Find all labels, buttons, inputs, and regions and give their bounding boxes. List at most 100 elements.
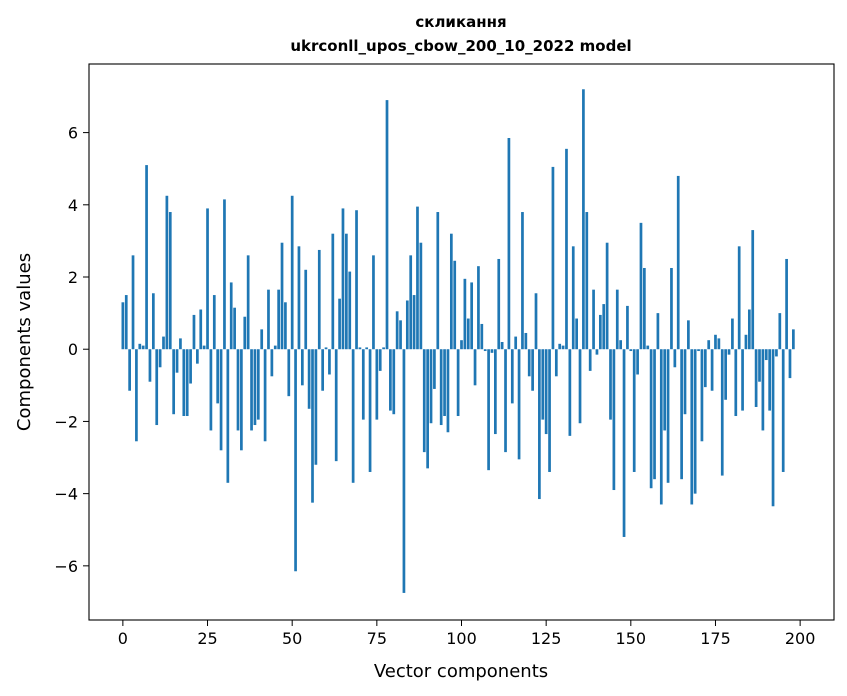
bar-193 [775, 349, 778, 357]
bar-38 [250, 349, 253, 431]
bar-103 [470, 282, 474, 350]
bar-2 [128, 349, 131, 391]
bar-183 [741, 349, 744, 411]
bar-72 [365, 347, 369, 350]
bar-163 [673, 349, 677, 368]
bar-174 [710, 349, 714, 391]
bar-1 [124, 295, 128, 350]
bar-134 [575, 318, 578, 350]
bar-81 [395, 311, 399, 350]
bar-108 [487, 349, 490, 471]
bar-33 [233, 307, 236, 350]
bar-194 [778, 313, 782, 350]
bar-109 [490, 349, 494, 353]
bar-26 [209, 349, 213, 431]
bar-13 [165, 195, 169, 350]
bar-96 [446, 349, 450, 433]
x-tick-label: 75 [367, 629, 387, 648]
x-tick-label: 200 [785, 629, 816, 648]
bar-164 [676, 175, 680, 350]
bar-113 [504, 349, 507, 453]
bar-69 [355, 210, 358, 350]
bar-90 [426, 349, 429, 469]
bar-125 [544, 349, 548, 435]
bar-44 [270, 349, 274, 377]
bar-127 [551, 166, 555, 350]
bar-142 [602, 304, 606, 350]
bar-77 [382, 347, 385, 350]
bar-17 [179, 338, 182, 350]
bar-58 [317, 249, 321, 350]
bar-63 [334, 349, 338, 462]
y-axis-label: Components values [14, 253, 35, 431]
bar-9 [151, 293, 155, 350]
bar-122 [534, 293, 538, 350]
bar-0 [121, 302, 125, 350]
bar-64 [338, 298, 341, 350]
bar-143 [605, 242, 609, 350]
bar-161 [666, 349, 670, 483]
bar-151 [632, 349, 636, 472]
bar-78 [385, 100, 389, 350]
bar-57 [314, 349, 318, 465]
bar-162 [670, 267, 673, 350]
chart-title: скликання [415, 13, 506, 31]
bar-149 [626, 305, 629, 350]
bar-5 [138, 343, 142, 350]
bar-130 [561, 345, 565, 350]
bar-10 [155, 349, 159, 426]
bar-98 [453, 260, 457, 350]
bar-144 [609, 349, 612, 420]
bar-165 [680, 349, 683, 480]
bar-15 [172, 349, 176, 415]
bar-93 [436, 212, 440, 350]
bar-99 [456, 349, 460, 417]
bar-184 [744, 334, 748, 350]
bar-172 [703, 349, 707, 388]
bar-102 [466, 318, 470, 350]
bar-177 [720, 349, 724, 476]
bar-8 [148, 349, 152, 382]
bar-146 [615, 289, 619, 350]
bars-group [121, 89, 795, 593]
bar-190 [764, 349, 768, 361]
bar-173 [707, 340, 711, 350]
bar-76 [378, 349, 382, 371]
bar-14 [168, 212, 172, 350]
x-axis-label: Vector components [374, 661, 548, 682]
bar-189 [761, 349, 765, 431]
bar-41 [260, 329, 264, 350]
bar-159 [659, 349, 663, 505]
bar-195 [781, 349, 785, 472]
y-tick-label: −6 [54, 557, 78, 576]
bar-70 [358, 347, 362, 350]
bar-42 [263, 349, 267, 442]
bar-171 [700, 349, 704, 442]
bar-140 [595, 349, 599, 355]
bar-16 [175, 349, 179, 373]
x-tick-label: 125 [531, 629, 562, 648]
bar-111 [497, 258, 501, 350]
bar-156 [649, 349, 653, 489]
bar-21 [192, 314, 196, 350]
bar-82 [399, 320, 402, 350]
bar-88 [419, 242, 423, 350]
bar-131 [565, 148, 568, 350]
bar-65 [341, 208, 345, 350]
bar-115 [510, 349, 514, 404]
bar-31 [226, 349, 230, 483]
bar-46 [277, 289, 280, 350]
bar-126 [548, 349, 551, 472]
bar-35 [240, 349, 243, 451]
x-tick-label: 0 [118, 629, 128, 648]
bar-139 [592, 289, 595, 350]
x-tick-label: 25 [197, 629, 217, 648]
bar-153 [639, 222, 643, 350]
bar-145 [612, 349, 616, 491]
bar-32 [229, 282, 233, 350]
bar-91 [429, 349, 433, 424]
bar-53 [300, 349, 304, 386]
y-tick-label: 0 [68, 340, 78, 359]
bar-155 [646, 345, 650, 350]
